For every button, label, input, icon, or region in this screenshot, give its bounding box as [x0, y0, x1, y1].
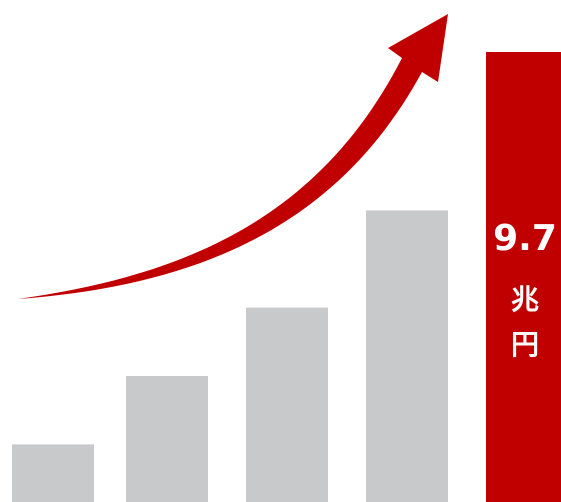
highlight-value: 9.7 [493, 218, 557, 259]
bar-group [12, 52, 561, 502]
trend-arrow-icon [18, 14, 448, 299]
bar-2 [126, 376, 208, 502]
bar-1 [12, 444, 94, 502]
highlight-bar [486, 52, 561, 502]
bar-3 [246, 307, 328, 502]
highlight-value-label: 9.7 兆 円 [493, 218, 557, 361]
bar-4 [366, 210, 448, 502]
highlight-unit-char-2: 円 [511, 328, 539, 361]
highlight-unit-char-1: 兆 [511, 283, 539, 316]
